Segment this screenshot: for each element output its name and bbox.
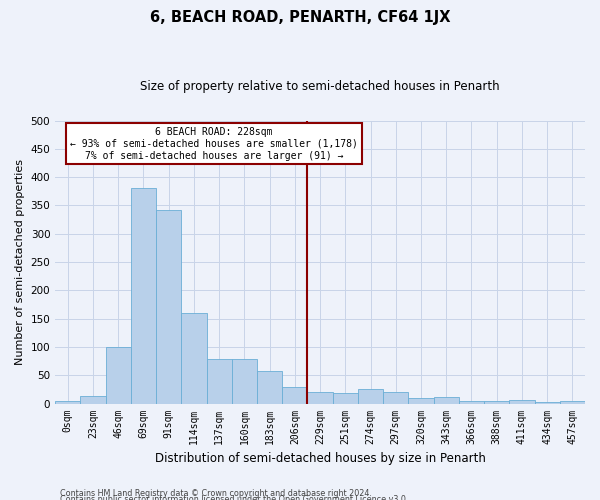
Bar	[257, 372, 282, 404]
Bar	[307, 392, 332, 404]
Bar	[206, 360, 232, 404]
Text: Contains public sector information licensed under the Open Government Licence v3: Contains public sector information licen…	[60, 495, 409, 500]
Bar	[55, 400, 80, 404]
Title: Size of property relative to semi-detached houses in Penarth: Size of property relative to semi-detach…	[140, 80, 500, 93]
Bar	[131, 188, 156, 404]
Bar	[80, 396, 106, 404]
Bar	[409, 398, 434, 404]
Bar	[383, 392, 409, 404]
Bar	[156, 210, 181, 404]
Bar	[535, 402, 560, 404]
Bar	[459, 400, 484, 404]
Text: 6, BEACH ROAD, PENARTH, CF64 1JX: 6, BEACH ROAD, PENARTH, CF64 1JX	[150, 10, 450, 25]
Bar	[358, 390, 383, 404]
Y-axis label: Number of semi-detached properties: Number of semi-detached properties	[15, 159, 25, 365]
Bar	[332, 394, 358, 404]
X-axis label: Distribution of semi-detached houses by size in Penarth: Distribution of semi-detached houses by …	[155, 452, 485, 465]
Text: 6 BEACH ROAD: 228sqm
← 93% of semi-detached houses are smaller (1,178)
7% of sem: 6 BEACH ROAD: 228sqm ← 93% of semi-detac…	[70, 128, 358, 160]
Text: Contains HM Land Registry data © Crown copyright and database right 2024.: Contains HM Land Registry data © Crown c…	[60, 488, 372, 498]
Bar	[181, 313, 206, 404]
Bar	[509, 400, 535, 404]
Bar	[560, 402, 585, 404]
Bar	[434, 397, 459, 404]
Bar	[484, 400, 509, 404]
Bar	[106, 347, 131, 404]
Bar	[282, 386, 307, 404]
Bar	[232, 360, 257, 404]
